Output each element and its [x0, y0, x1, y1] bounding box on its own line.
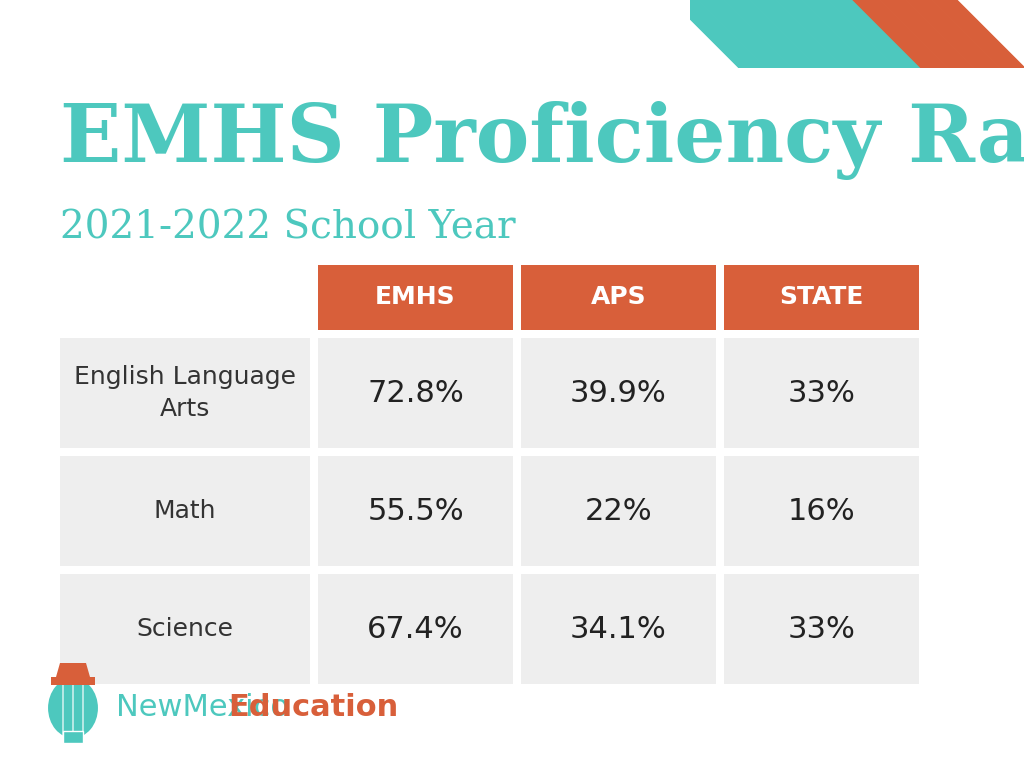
Text: 16%: 16% [787, 496, 855, 525]
Text: 33%: 33% [787, 379, 855, 408]
Text: 72.8%: 72.8% [368, 379, 464, 408]
Text: 22%: 22% [585, 496, 652, 525]
Polygon shape [626, 0, 795, 110]
Polygon shape [756, 0, 924, 110]
Text: Education: Education [228, 694, 398, 723]
Polygon shape [652, 0, 820, 110]
Text: 55.5%: 55.5% [368, 496, 464, 525]
FancyBboxPatch shape [318, 456, 513, 566]
FancyBboxPatch shape [60, 338, 310, 448]
Text: STATE: STATE [779, 286, 863, 310]
Bar [63, 731, 83, 743]
FancyBboxPatch shape [521, 338, 716, 448]
Polygon shape [834, 0, 1002, 110]
Text: Math: Math [154, 499, 216, 523]
Text: EMHS Proficiency Rates: EMHS Proficiency Rates [60, 101, 1024, 180]
Polygon shape [703, 0, 872, 110]
Polygon shape [782, 0, 950, 110]
Text: NewMexico: NewMexico [116, 694, 289, 723]
Text: 33%: 33% [787, 614, 855, 644]
Polygon shape [56, 663, 90, 677]
FancyBboxPatch shape [318, 265, 513, 330]
Text: 39.9%: 39.9% [570, 379, 667, 408]
Ellipse shape [47, 677, 99, 739]
FancyBboxPatch shape [724, 265, 919, 330]
FancyBboxPatch shape [521, 574, 716, 684]
Polygon shape [808, 0, 976, 110]
FancyBboxPatch shape [724, 456, 919, 566]
Text: 67.4%: 67.4% [368, 614, 464, 644]
Polygon shape [678, 0, 846, 110]
FancyBboxPatch shape [521, 265, 716, 330]
FancyBboxPatch shape [318, 338, 513, 448]
Bar [51, 677, 95, 685]
Text: EMHS: EMHS [375, 286, 456, 310]
FancyBboxPatch shape [60, 574, 310, 684]
Polygon shape [730, 0, 898, 110]
Text: 2021-2022 School Year: 2021-2022 School Year [60, 210, 516, 247]
FancyBboxPatch shape [521, 456, 716, 566]
FancyBboxPatch shape [724, 338, 919, 448]
FancyBboxPatch shape [60, 456, 310, 566]
FancyBboxPatch shape [318, 574, 513, 684]
Text: Science: Science [136, 617, 233, 641]
Text: APS: APS [591, 286, 646, 310]
Polygon shape [860, 0, 1024, 110]
Text: English Language
Arts: English Language Arts [74, 366, 296, 421]
Polygon shape [886, 0, 1024, 110]
Bar [690, 0, 1024, 68]
FancyBboxPatch shape [724, 574, 919, 684]
Text: 34.1%: 34.1% [570, 614, 667, 644]
